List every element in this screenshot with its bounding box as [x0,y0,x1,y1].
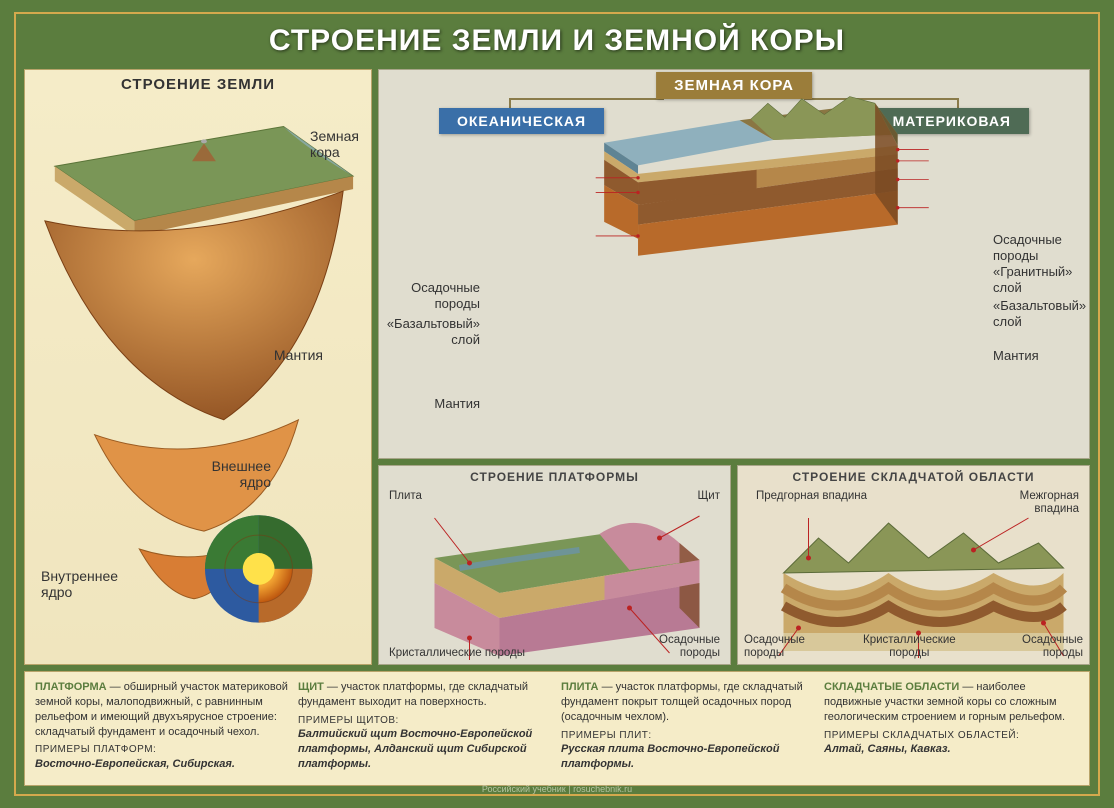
label-cont-basalt: «Базальтовый»слой [993,298,1083,329]
label-inner-core: Внутреннееядро [41,568,118,600]
def-plate: ПЛИТА — участок платформы, где складчаты… [561,680,816,777]
label-plate: Плита [389,490,422,503]
label-mantle: Мантия [274,347,323,363]
def-platform: ПЛАТФОРМА — обширный участок материковой… [35,680,290,777]
label-cont-mantle: Мантия [993,348,1083,364]
platform-subtitle: СТРОЕНИЕ ПЛАТФОРМЫ [379,466,730,488]
label-earth-crust: Земнаякора [310,128,359,160]
label-intermontane: Межгорнаявпадина [1020,490,1079,516]
label-plat-sediment: Осадочныепороды [659,634,720,660]
crust-diagram [379,92,1089,267]
fold-subtitle: СТРОЕНИЕ СКЛАДЧАТОЙ ОБЛАСТИ [738,466,1089,488]
label-fold-sediment-l: Осадочныепороды [744,634,805,660]
label-fold-crystal: Кристаллическиепороды [863,634,956,660]
earth-subtitle: СТРОЕНИЕ ЗЕМЛИ [25,70,371,99]
panel-crust-section: ЗЕМНАЯ КОРА ОКЕАНИЧЕСКАЯ МАТЕРИКОВАЯ [378,69,1090,459]
panel-fold-area: СТРОЕНИЕ СКЛАДЧАТОЙ ОБЛАСТИ Пре [737,465,1090,665]
label-ocean-sediment: Осадочныепороды [385,280,480,311]
label-cont-sediment: Осадочныепороды [993,232,1083,263]
footer-publisher: Российский учебник | rosuchebnik.ru [0,784,1114,794]
label-crystal: Кристаллические породы [389,647,525,660]
label-foredeep: Предгорная впадина [756,490,867,503]
def-fold-areas: СКЛАДЧАТЫЕ ОБЛАСТИ — наиболее подвижные … [824,680,1079,777]
label-ocean-basalt: «Базальтовый»слой [385,316,480,347]
label-cont-granite: «Гранитный»слой [993,264,1083,295]
label-fold-sediment-r: Осадочныепороды [1022,634,1083,660]
def-shield: ЩИТ — участок платформы, где складчатый … [298,680,553,777]
panel-earth-structure: СТРОЕНИЕ ЗЕМЛИ [24,69,372,665]
label-ocean-mantle: Мантия [385,396,480,412]
definitions-bar: ПЛАТФОРМА — обширный участок материковой… [24,671,1090,786]
page-title: СТРОЕНИЕ ЗЕМЛИ И ЗЕМНОЙ КОРЫ [16,14,1098,70]
label-shield: Щит [698,490,720,503]
label-outer-core: Внешнееядро [212,458,271,490]
panel-platform: СТРОЕНИЕ ПЛАТФОРМЫ [378,465,731,665]
